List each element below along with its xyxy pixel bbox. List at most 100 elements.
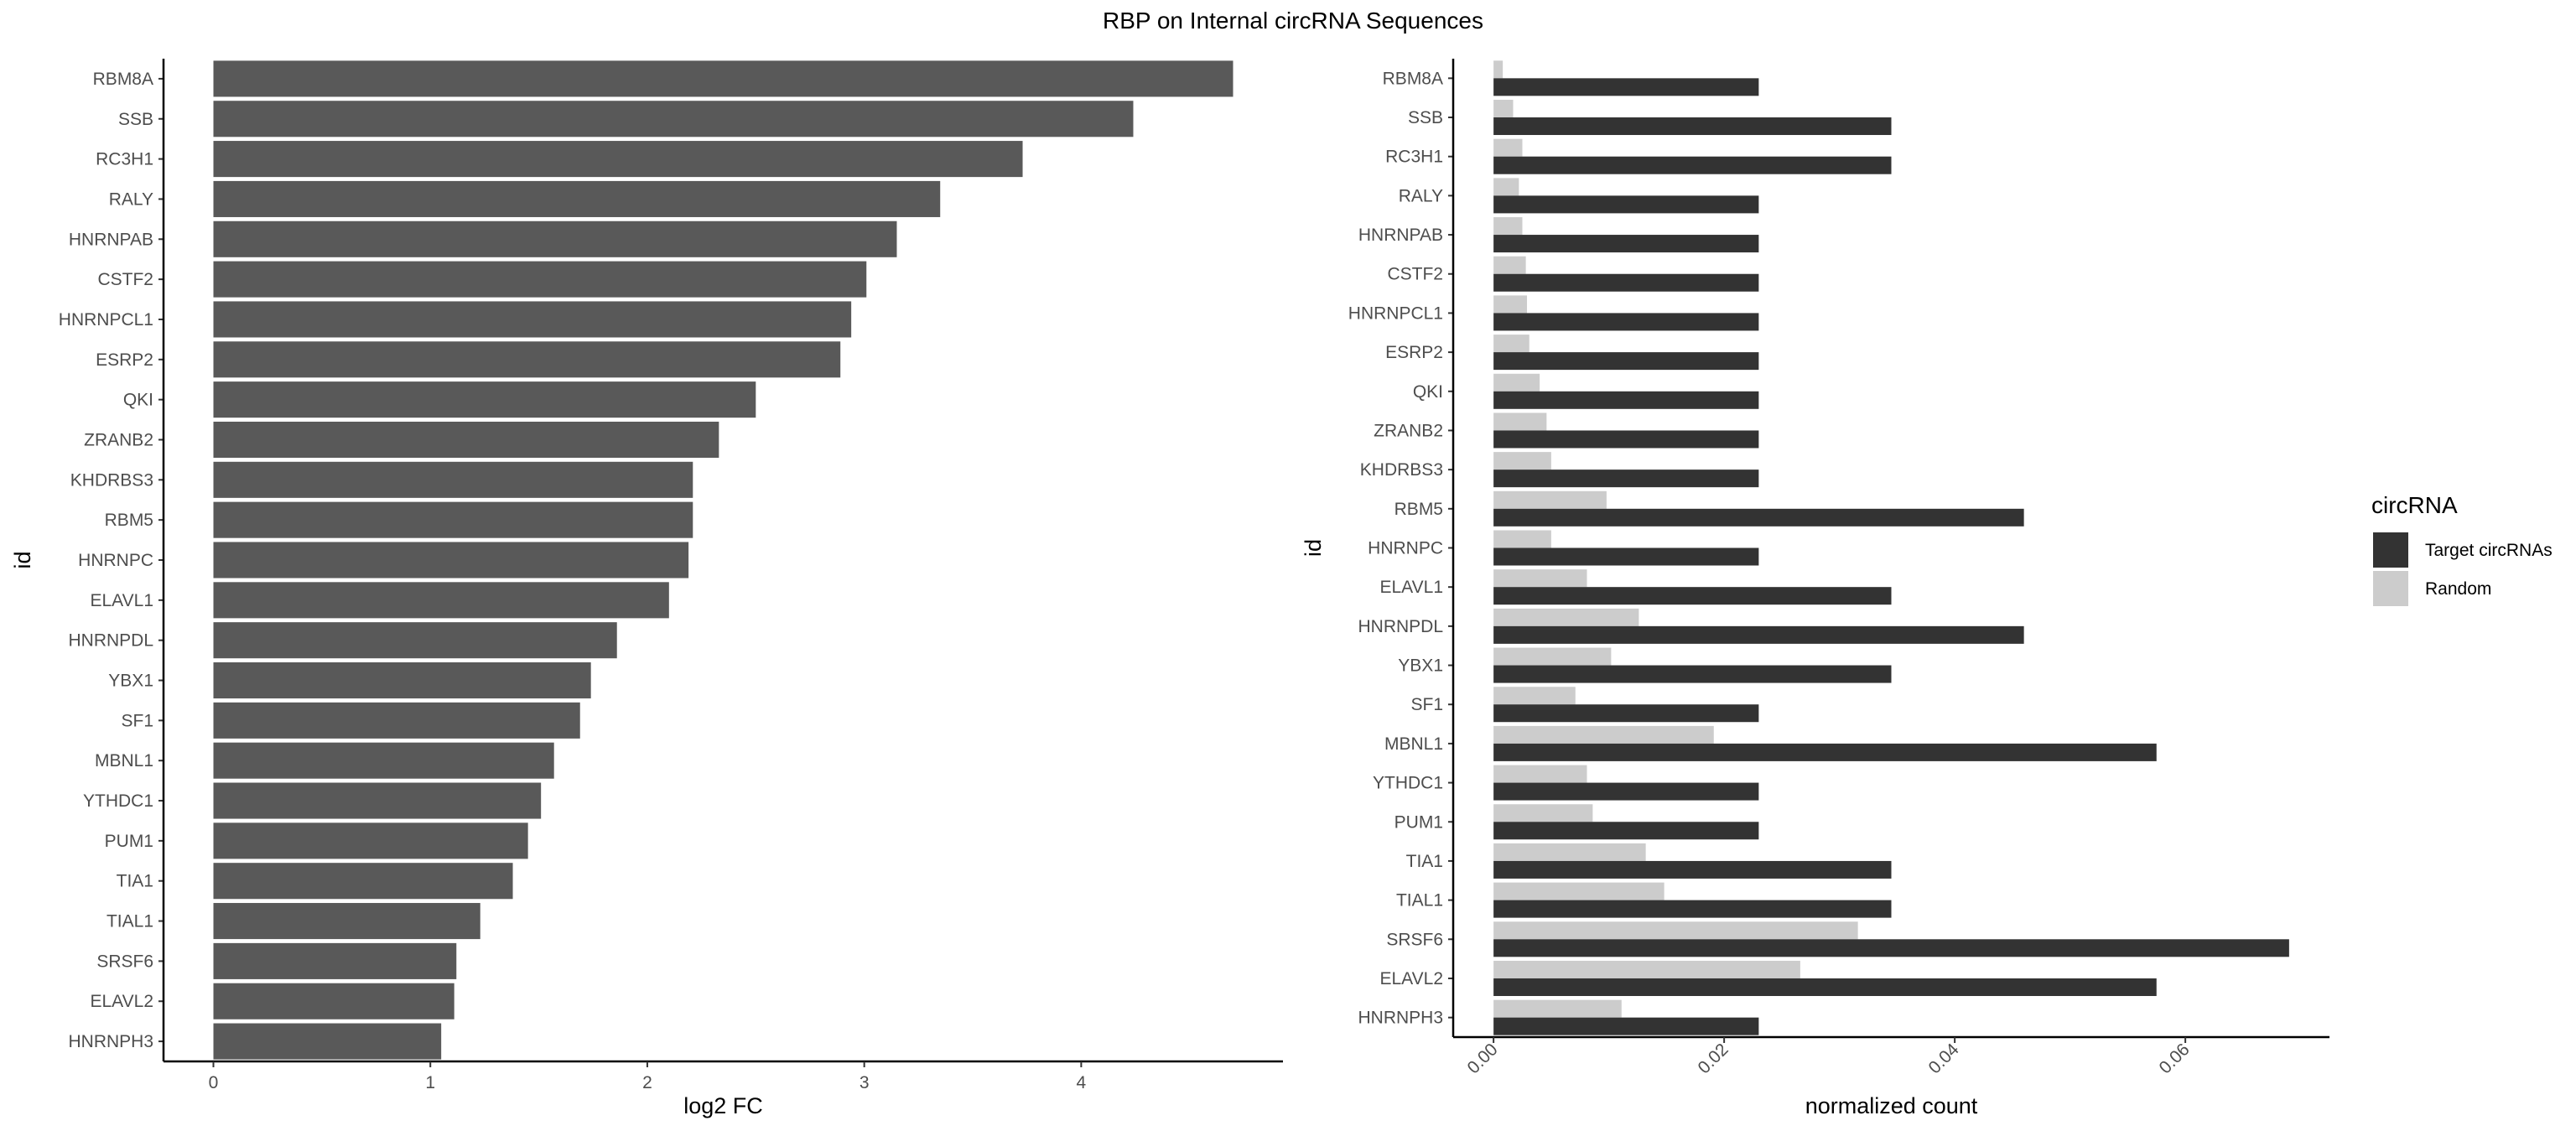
bar-ythdc1-target-circrnas (1493, 782, 1759, 801)
bar-rbm5 (213, 501, 693, 538)
x-tick-label: 0 (209, 1073, 219, 1092)
y-tick-label: RBM8A (1383, 69, 1443, 88)
y-tick-label: RBM8A (93, 70, 153, 89)
bar-sf1 (213, 702, 580, 739)
bar-ybx1 (213, 661, 591, 699)
bar-cstf2-target-circrnas (1493, 273, 1759, 292)
bar-khdrbs3 (213, 461, 693, 498)
y-tick-label: SSB (118, 110, 153, 129)
y-tick-label: QKI (1413, 382, 1443, 402)
y-tick-label: CSTF2 (1387, 265, 1443, 284)
bar-hnrnph3 (213, 1023, 442, 1060)
y-tick-label: HNRNPAB (1358, 226, 1443, 245)
bar-hnrnpcl1-target-circrnas (1493, 313, 1759, 331)
legend: circRNA Target circRNAs Random (2371, 492, 2553, 606)
y-tick-label: ESRP2 (1385, 343, 1443, 362)
bar-pum1-random (1493, 804, 1593, 822)
bar-mbnl1 (213, 742, 554, 779)
bar-srsf6 (213, 942, 457, 979)
bar-hnrnpab-random (1493, 217, 1523, 236)
y-tick-label: KHDRBS3 (1360, 460, 1443, 480)
bar-raly-target-circrnas (1493, 195, 1759, 214)
bar-elavl2-random (1493, 960, 1800, 978)
y-tick-label: ESRP2 (96, 350, 153, 370)
bar-cstf2 (213, 261, 867, 298)
bar-hnrnpc-target-circrnas (1493, 547, 1759, 566)
figure-title: RBP on Internal circRNA Sequences (1103, 8, 1483, 34)
bar-rbm8a-target-circrnas (1493, 78, 1759, 96)
bar-hnrnph3-target-circrnas (1493, 1017, 1759, 1035)
legend-key-target-circrnas (2373, 532, 2408, 568)
bar-zranb2 (213, 421, 719, 459)
bar-zranb2-target-circrnas (1493, 430, 1759, 449)
legend-label: Random (2425, 579, 2491, 599)
x-tick-label: 0.02 (1694, 1040, 1732, 1077)
bar-tia1 (213, 863, 513, 900)
bar-hnrnpc (213, 542, 689, 578)
bar-ssb-target-circrnas (1493, 117, 1892, 136)
left-panel-log2fc: RBM8A SSB RC3H1 RALY HNRNPAB CSTF2 HNRNPCL1 ESR… (10, 59, 1283, 1118)
y-tick-label: TIA1 (1406, 852, 1443, 871)
bar-hnrnpab-target-circrnas (1493, 235, 1759, 253)
bar-pum1 (213, 822, 528, 859)
bar-ythdc1 (213, 782, 542, 819)
bar-tial1-target-circrnas (1493, 900, 1892, 918)
y-tick-label: SRSF6 (96, 952, 153, 971)
bar-tial1-random (1493, 882, 1665, 900)
y-tick-label: MBNL1 (95, 751, 153, 770)
bar-khdrbs3-target-circrnas (1493, 470, 1759, 488)
bar-qki-target-circrnas (1493, 391, 1759, 409)
bar-rbm5-target-circrnas (1493, 508, 2024, 527)
y-tick-label: RC3H1 (96, 150, 153, 169)
bar-mbnl1-target-circrnas (1493, 743, 2157, 761)
bar-tial1 (213, 903, 480, 940)
y-tick-label: YTHDC1 (1373, 774, 1443, 793)
x-tick-label: 3 (860, 1073, 870, 1092)
bar-hnrnpdl (213, 622, 617, 659)
y-tick-label: HNRNPDL (68, 631, 153, 651)
bar-ythdc1-random (1493, 765, 1587, 783)
bar-hnrnpab (213, 220, 897, 257)
bar-tia1-random (1493, 843, 1646, 861)
y-tick-label: SF1 (121, 711, 153, 730)
legend-title: circRNA (2371, 492, 2458, 518)
x-tick-label: 0.06 (2155, 1040, 2193, 1077)
y-tick-label: HNRNPCL1 (59, 310, 153, 329)
x-axis-title: log2 FC (683, 1093, 763, 1118)
bar-pum1-target-circrnas (1493, 822, 1759, 840)
bar-rc3h1-target-circrnas (1493, 156, 1892, 174)
bar-esrp2 (213, 341, 841, 378)
bar-zranb2-random (1493, 412, 1547, 431)
x-tick-label: 0.00 (1463, 1040, 1501, 1077)
y-tick-label: RALY (109, 189, 153, 209)
y-axis-title: id (10, 551, 35, 568)
x-tick-label: 0.04 (1924, 1040, 1962, 1077)
y-tick-label: KHDRBS3 (70, 470, 153, 490)
y-tick-label: TIAL1 (1396, 891, 1443, 911)
y-tick-label: ELAVL2 (1380, 969, 1444, 988)
y-tick-label: PUM1 (105, 832, 153, 851)
x-tick-label: 2 (642, 1073, 652, 1092)
x-tick-label: 4 (1077, 1073, 1087, 1092)
bar-srsf6-target-circrnas (1493, 939, 2289, 957)
y-tick-label: HNRNPAB (69, 230, 153, 249)
y-tick-label: HNRNPDL (1358, 617, 1443, 636)
y-tick-label: HNRNPH3 (1358, 1009, 1443, 1028)
bar-rbm8a (213, 60, 1233, 97)
bar-esrp2-random (1493, 335, 1530, 353)
bar-rbm5-random (1493, 490, 1607, 509)
y-tick-label: PUM1 (1394, 812, 1443, 832)
y-tick-label: ELAVL1 (1380, 578, 1444, 597)
bar-raly (213, 180, 941, 217)
bar-hnrnph3-random (1493, 999, 1622, 1018)
bar-hnrnpdl-target-circrnas (1493, 625, 2024, 644)
y-tick-label: MBNL1 (1384, 734, 1443, 754)
y-tick-label: ELAVL1 (91, 591, 154, 610)
bar-sf1-target-circrnas (1493, 704, 1759, 723)
y-tick-label: ELAVL2 (91, 992, 154, 1011)
bar-cstf2-random (1493, 256, 1526, 274)
y-tick-label: SSB (1408, 108, 1443, 127)
bar-khdrbs3-random (1493, 452, 1551, 470)
bar-elavl1 (213, 582, 669, 619)
